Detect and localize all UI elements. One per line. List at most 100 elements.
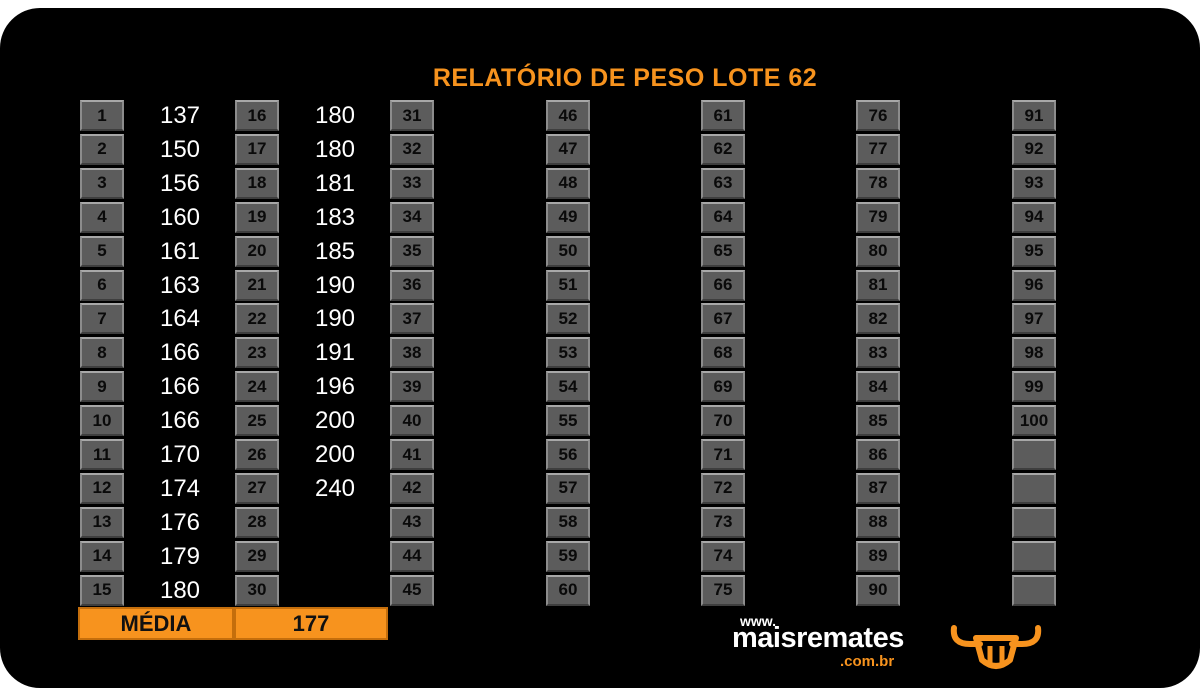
lot-number-cell (1012, 506, 1056, 538)
lot-number-cell: 86 (856, 439, 900, 470)
weight-value: 170 (159, 441, 201, 468)
lot-number-cell: 73 (701, 506, 745, 538)
lot-number-cell: 82 (856, 303, 900, 335)
lot-number-cell: 6 (80, 269, 124, 301)
lot-number-cell: 87 (856, 472, 900, 504)
lot-number-cell: 80 (856, 235, 900, 267)
lot-number-cell: 85 (856, 405, 900, 437)
lot-number-cell: 60 (546, 574, 590, 606)
lot-number-cell: 56 (546, 439, 590, 470)
lot-number-cell: 62 (701, 133, 745, 165)
lot-number-cell: 11 (80, 439, 124, 470)
lot-number-cell: 28 (235, 506, 279, 538)
lot-number-cell: 68 (701, 337, 745, 369)
lot-number-cell: 96 (1012, 269, 1056, 301)
media-label: MÉDIA (78, 607, 234, 640)
report-panel (0, 8, 1200, 688)
lot-number-cell: 95 (1012, 235, 1056, 267)
lot-number-cell: 53 (546, 337, 590, 369)
lot-number-cell: 33 (390, 167, 434, 199)
lot-number-cell: 89 (856, 540, 900, 572)
weight-value: 164 (159, 305, 201, 333)
lot-number-cell: 24 (235, 371, 279, 403)
lot-number-cell: 15 (80, 574, 124, 606)
lot-number-cell: 46 (546, 100, 590, 131)
lot-number-cell: 81 (856, 269, 900, 301)
weight-value: 185 (314, 237, 356, 265)
lot-number-cell: 63 (701, 167, 745, 199)
lot-number-cell: 83 (856, 337, 900, 369)
weight-value: 181 (314, 169, 356, 197)
weight-value: 150 (159, 135, 201, 163)
weight-value: 174 (159, 474, 201, 502)
lot-number-cell (1012, 574, 1056, 606)
lot-number-cell: 42 (390, 472, 434, 504)
weight-value: 180 (159, 576, 201, 604)
lot-number-cell (1012, 540, 1056, 572)
lot-number-cell: 20 (235, 235, 279, 267)
lot-number-cell (1012, 439, 1056, 470)
lot-number-cell: 61 (701, 100, 745, 131)
lot-number-cell: 41 (390, 439, 434, 470)
weight-value: 191 (314, 339, 356, 367)
lot-number-cell: 92 (1012, 133, 1056, 165)
lot-number-cell: 74 (701, 540, 745, 572)
weight-value: 183 (314, 203, 356, 231)
lot-number-cell: 23 (235, 337, 279, 369)
lot-number-cell: 76 (856, 100, 900, 131)
lot-number-cell: 57 (546, 472, 590, 504)
lot-number-cell: 72 (701, 472, 745, 504)
lot-number-cell: 77 (856, 133, 900, 165)
lot-number-cell: 84 (856, 371, 900, 403)
lot-number-cell: 67 (701, 303, 745, 335)
lot-number-cell: 26 (235, 439, 279, 470)
lot-number-cell: 99 (1012, 371, 1056, 403)
lot-number-cell (1012, 472, 1056, 504)
lot-number-cell: 69 (701, 371, 745, 403)
lot-number-cell: 36 (390, 269, 434, 301)
lot-number-cell: 27 (235, 472, 279, 504)
weight-value: 190 (314, 305, 356, 333)
lot-number-cell: 65 (701, 235, 745, 267)
lot-number-cell: 21 (235, 269, 279, 301)
lot-number-cell: 38 (390, 337, 434, 369)
lot-number-cell: 19 (235, 201, 279, 233)
bull-head-icon (950, 625, 1042, 669)
lot-number-cell: 66 (701, 269, 745, 301)
lot-number-cell: 5 (80, 235, 124, 267)
lot-number-cell: 78 (856, 167, 900, 199)
lot-number-cell: 45 (390, 574, 434, 606)
lot-number-cell: 91 (1012, 100, 1056, 131)
weight-value: 160 (159, 203, 201, 231)
lot-number-cell: 7 (80, 303, 124, 335)
weight-value: 156 (159, 169, 201, 197)
weight-value: 180 (314, 135, 356, 163)
lot-number-cell: 9 (80, 371, 124, 403)
lot-number-cell: 88 (856, 506, 900, 538)
lot-number-cell: 25 (235, 405, 279, 437)
lot-number-cell: 12 (80, 472, 124, 504)
weight-value: 176 (159, 508, 201, 536)
lot-number-cell: 2 (80, 133, 124, 165)
lot-number-cell: 17 (235, 133, 279, 165)
weight-value: 161 (159, 237, 201, 265)
lot-number-cell: 4 (80, 201, 124, 233)
lot-number-cell: 97 (1012, 303, 1056, 335)
report-title: RELATÓRIO DE PESO LOTE 62 (432, 64, 818, 92)
lot-number-cell: 8 (80, 337, 124, 369)
lot-number-cell: 48 (546, 167, 590, 199)
lot-number-cell: 37 (390, 303, 434, 335)
lot-number-cell: 18 (235, 167, 279, 199)
lot-number-cell: 22 (235, 303, 279, 335)
weight-value: 137 (159, 102, 201, 129)
logo-domain: .com.br (840, 653, 895, 670)
weight-value: 196 (314, 373, 356, 401)
weight-value: 166 (159, 373, 201, 401)
lot-number-cell: 13 (80, 506, 124, 538)
lot-number-cell: 54 (546, 371, 590, 403)
lot-number-cell: 64 (701, 201, 745, 233)
lot-number-cell: 30 (235, 574, 279, 606)
lot-number-cell: 50 (546, 235, 590, 267)
lot-number-cell: 10 (80, 405, 124, 437)
